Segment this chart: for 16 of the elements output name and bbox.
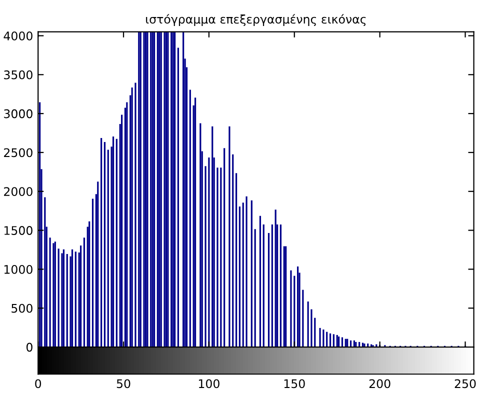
- x-tick-label: 0: [35, 379, 42, 388]
- y-tick-label: 4000: [4, 31, 32, 40]
- x-tick-label: 150: [284, 379, 305, 388]
- y-tick-label: 500: [12, 304, 32, 313]
- x-tick-label: 100: [198, 379, 220, 388]
- y-tick-label: 1000: [4, 264, 32, 274]
- y-tick-label: 3500: [4, 70, 32, 80]
- y-tick-label: 1500: [4, 226, 32, 235]
- y-tick-label: 2000: [4, 187, 32, 196]
- x-tick-label: 250: [454, 379, 476, 388]
- y-tick-label: 3000: [4, 109, 32, 118]
- x-tick-label: 50: [116, 379, 130, 388]
- y-tick-label: 2500: [4, 148, 32, 158]
- x-tick-label: 200: [369, 379, 390, 388]
- y-tick-label: 0: [26, 342, 32, 352]
- chart-title: ιστόγραμμα επεξεργασμένης εικόνας: [146, 14, 366, 26]
